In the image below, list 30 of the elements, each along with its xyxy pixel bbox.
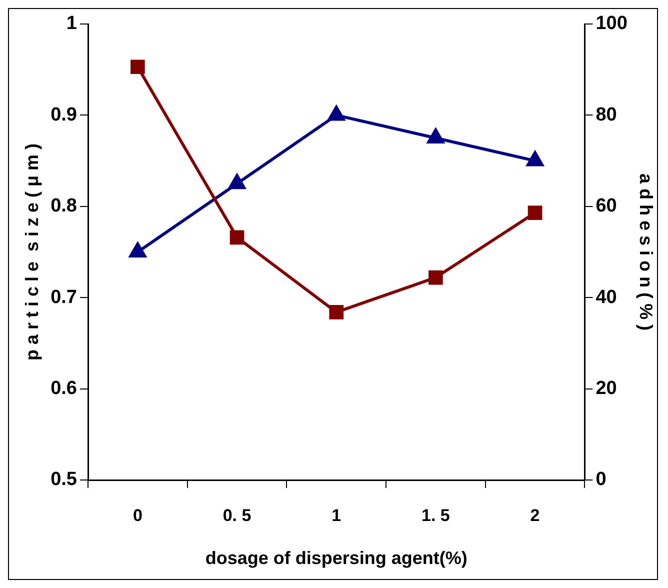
y2-tick-label: 60 <box>596 196 617 217</box>
point <box>228 174 246 190</box>
y2-axis-title: a d h e s i o n ( % ) <box>636 173 656 331</box>
point <box>130 60 145 74</box>
point <box>528 206 542 220</box>
x-tick-label: 1. 5 <box>422 506 450 525</box>
y-tick-label: 1 <box>66 13 78 34</box>
y2-tick-label: 20 <box>596 378 617 400</box>
y-tick-label: 0.9 <box>50 104 78 126</box>
point <box>230 230 244 245</box>
point <box>427 128 444 144</box>
point <box>328 106 345 121</box>
y2-tick-label: 0 <box>596 469 606 490</box>
x-tick-label: 1 <box>332 506 342 525</box>
y-tick-label: 0.8 <box>50 196 78 217</box>
y-tick-label: 0.7 <box>50 286 78 308</box>
y2-tick-label: 80 <box>596 104 617 126</box>
point <box>329 305 344 320</box>
x-axis-title: dosage of dispersing agent(%) <box>205 548 468 568</box>
point <box>428 270 443 285</box>
y-axis-title: p a r t i c l e s i z e ( μ m ) <box>22 143 42 361</box>
point <box>129 242 146 258</box>
y2-tick-label: 100 <box>596 13 628 34</box>
x-tick-label: 0. 5 <box>222 506 252 525</box>
x-tick-label: 0 <box>132 506 142 525</box>
y-tick-label: 0.5 <box>50 469 78 490</box>
point <box>526 151 544 166</box>
y2-tick-label: 40 <box>596 286 617 308</box>
x-tick-label: 2 <box>530 506 540 525</box>
y-tick-label: 0.6 <box>50 378 78 400</box>
